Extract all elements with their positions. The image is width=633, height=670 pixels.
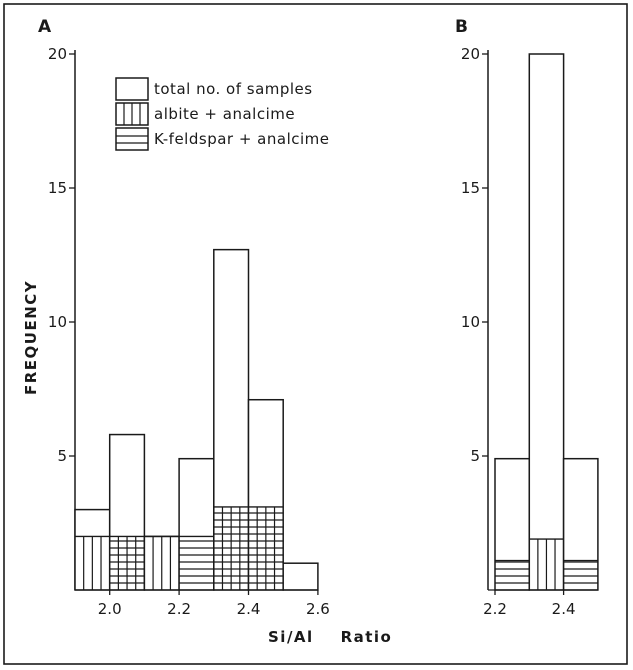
panel-a-ytick-label: 5	[57, 447, 67, 465]
panel-a-ytick-label: 15	[48, 179, 67, 197]
panel-b-label: B	[455, 17, 468, 37]
legend-swatches	[115, 77, 149, 151]
legend-swatch-hatch	[123, 103, 141, 125]
x-axis-title: Si/Al Ratio	[268, 628, 392, 646]
panel-a-y-tick-labels: 5 10 15 20	[48, 45, 75, 465]
panel-a-xtick-label: 2.4	[237, 600, 261, 618]
figure-border	[3, 3, 628, 665]
panel-a-legend: total no. of samples albite + analcime K…	[115, 77, 330, 151]
panel-a-bar-total	[178, 457, 215, 591]
panel-a-bar-kfeldspar	[179, 540, 214, 584]
panel-a-bars	[74, 248, 319, 591]
legend-label-total: total no. of samples	[154, 80, 313, 98]
panel-b-bar-kfeldspar	[495, 561, 530, 584]
panel-b-y-tick-labels: 5 10 15 20	[461, 45, 488, 465]
panel-b-xtick-label: 2.4	[552, 600, 576, 618]
panel-b-xtick-label: 2.2	[483, 600, 507, 618]
panel-a-label: A	[38, 17, 52, 37]
y-axis-title: FREQUENCY	[22, 280, 40, 395]
panel-a-xtick-label: 2.6	[306, 600, 330, 618]
panel-a-xtick-label: 2.2	[167, 600, 191, 618]
panel-b-bar-albite	[537, 539, 556, 590]
panel-a-xtick-label: 2.0	[98, 600, 122, 618]
legend-swatch	[115, 127, 149, 151]
panel-b-bar-kfeldspar	[563, 561, 598, 584]
panel-a-x-tick-labels: 2.0 2.2 2.4 2.6	[98, 590, 330, 618]
panel-b-x-tick-labels: 2.2 2.4	[483, 590, 576, 618]
panel-a-bar-albite	[152, 536, 172, 590]
panel-a-ytick-label: 20	[48, 45, 67, 63]
panel-b-ytick-label: 15	[461, 179, 480, 197]
panel-b-ytick-label: 20	[461, 45, 480, 63]
panel-a-bar-grid	[248, 512, 284, 584]
panel-b-bar-total	[494, 457, 531, 591]
panel-b-bar-total	[562, 457, 599, 591]
panel-a-ytick-label: 10	[48, 313, 67, 331]
panel-a-bar-grid	[117, 536, 137, 590]
panel-a-bar-albite	[83, 536, 102, 590]
panel-b-bars	[488, 53, 599, 591]
legend-label-albite: albite + analcime	[154, 105, 295, 123]
panel-a-bar-total	[282, 562, 319, 591]
panel-a: A 5 10 15 20 2.0 2.2 2.4 2.6 total no. of samp…	[22, 17, 330, 618]
legend-label-kfeldspar: K-feldspar + analcime	[154, 130, 330, 148]
panel-b-ytick-label: 5	[470, 447, 480, 465]
panel-b-bar-total	[528, 53, 565, 591]
panel-a-bar-grid	[221, 506, 241, 590]
panel-b-ytick-label: 10	[461, 313, 480, 331]
legend-swatch	[115, 77, 149, 101]
legend-swatch-hatch	[116, 135, 148, 144]
panel-b: B 5 10 15 20 2.2 2.4	[455, 17, 599, 618]
